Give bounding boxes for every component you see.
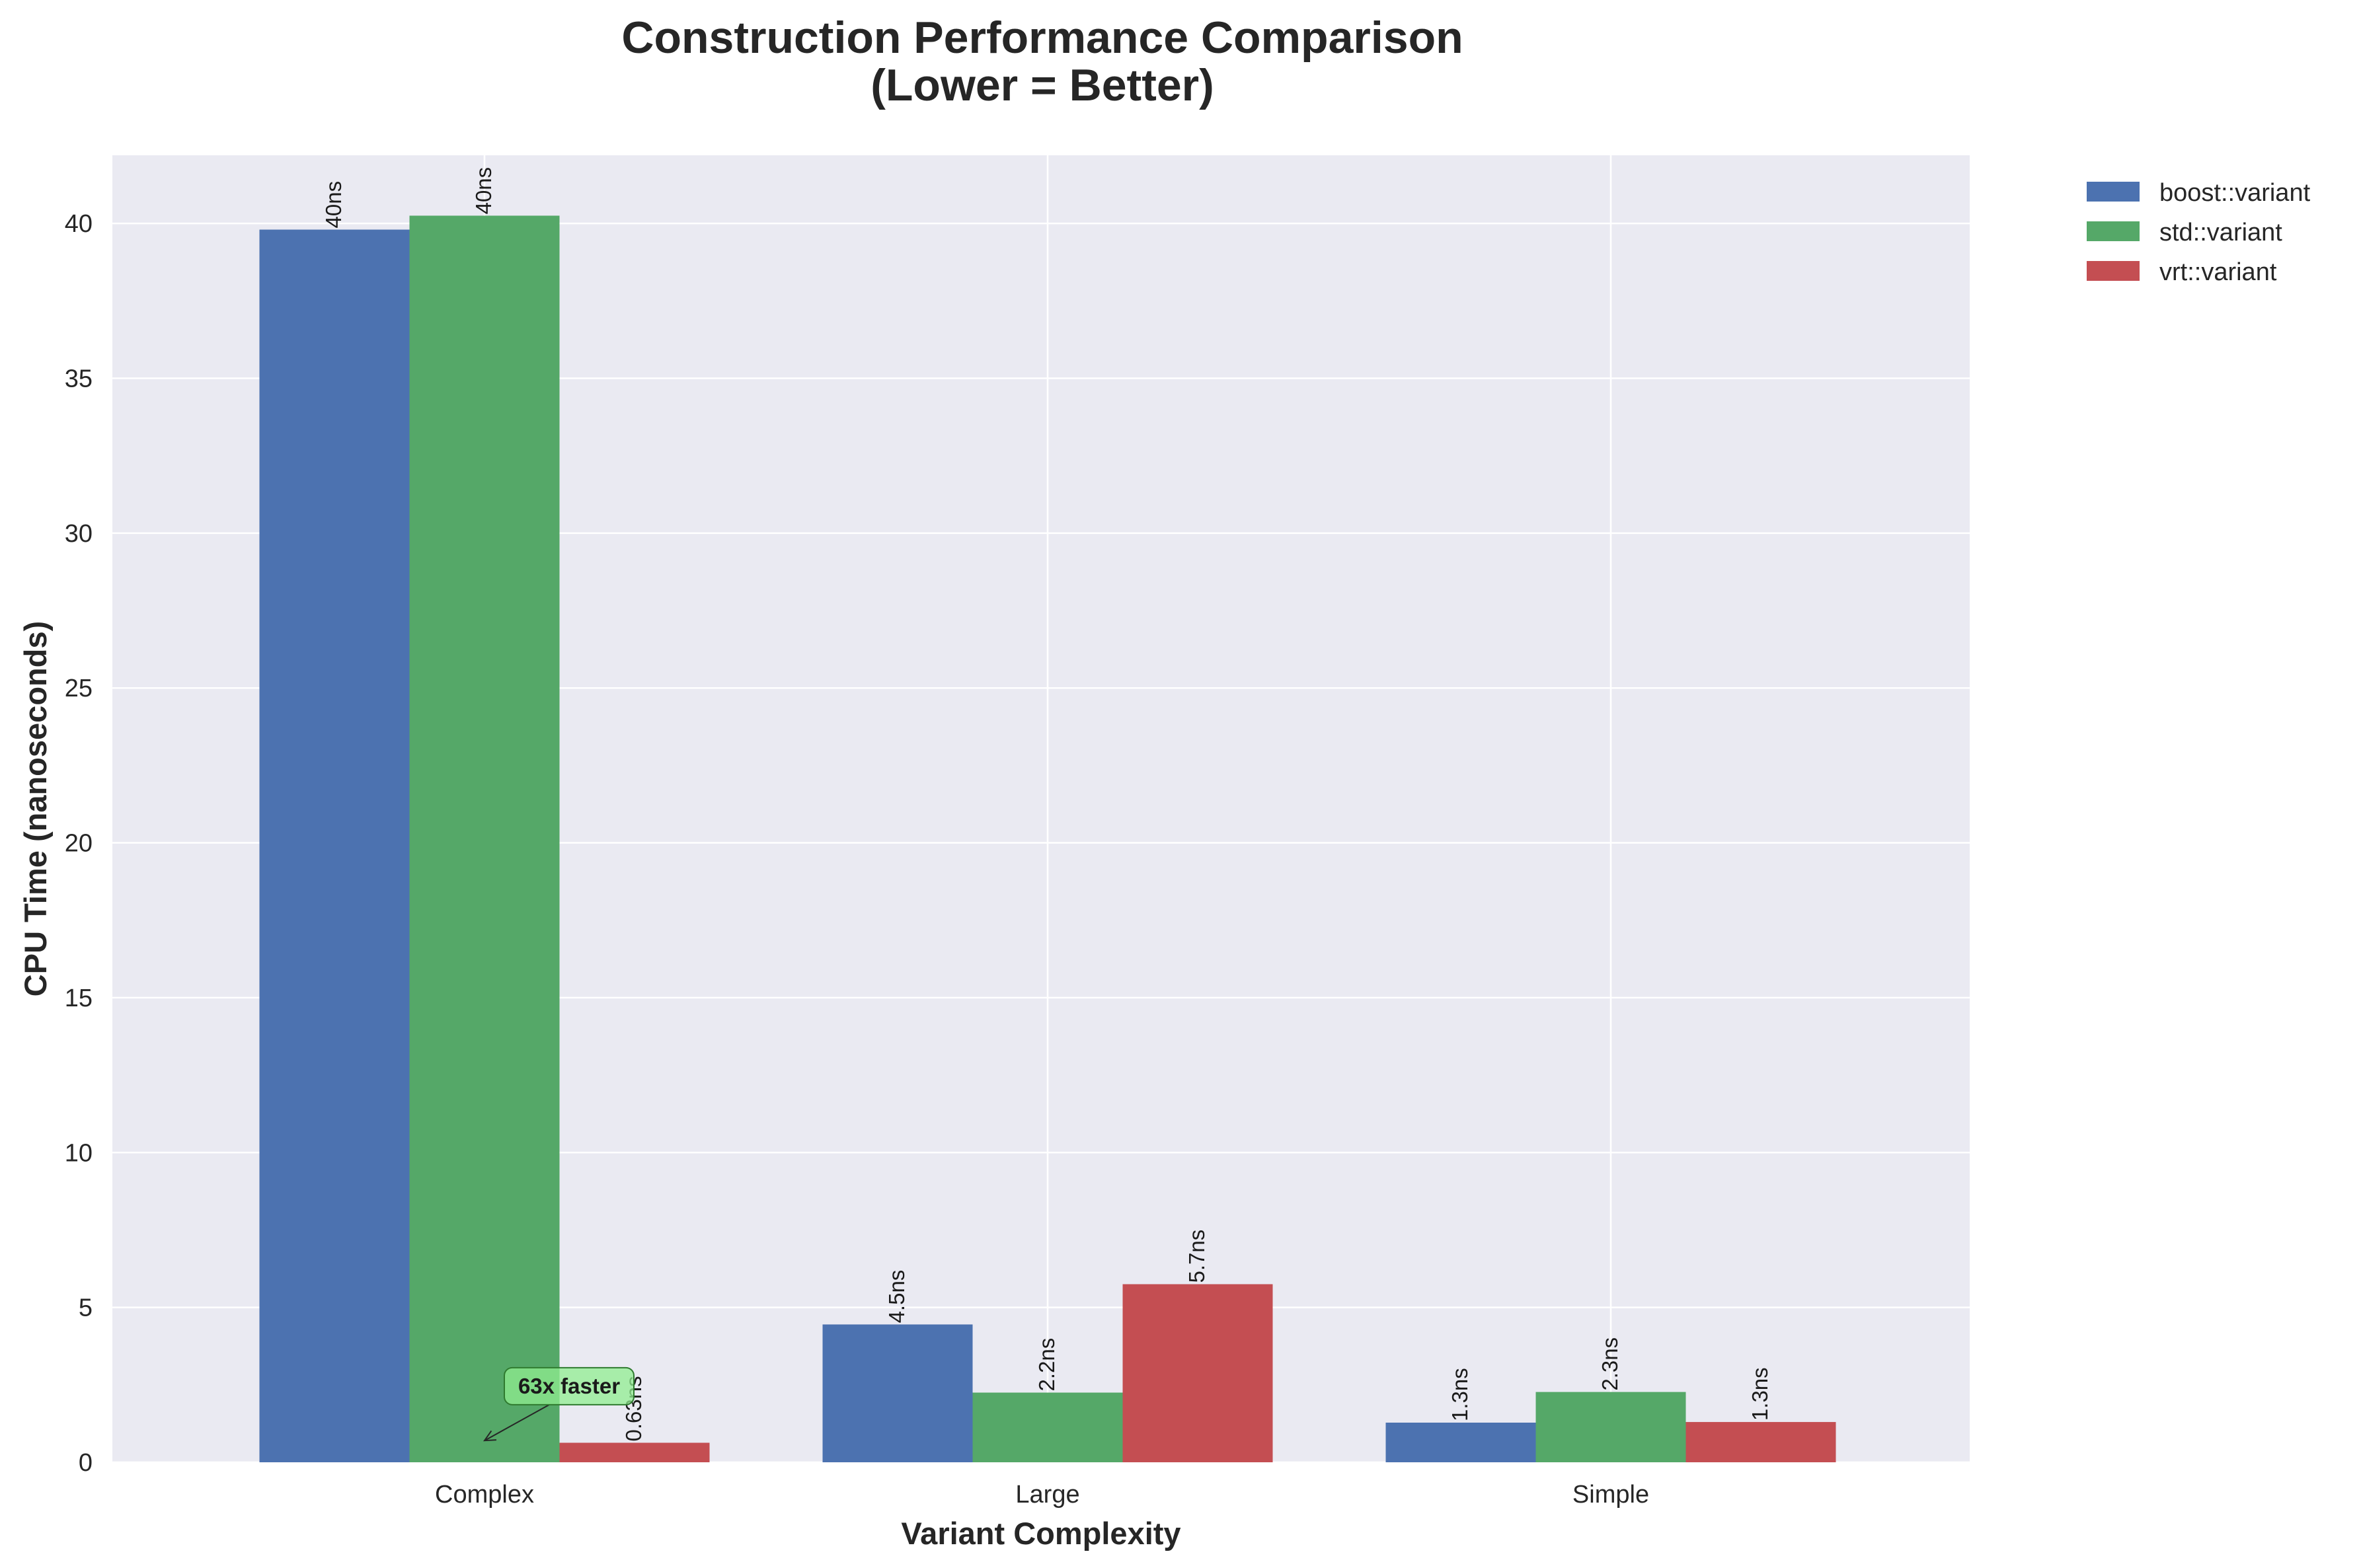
y-axis-ticks: 0 5 10 15 20 25 30 35 40 bbox=[65, 210, 93, 1477]
x-tick-label: Large bbox=[1015, 1481, 1079, 1509]
legend-label: boost::variant bbox=[2159, 179, 2311, 207]
bar bbox=[1122, 1284, 1273, 1462]
bar bbox=[1685, 1422, 1836, 1462]
y-tick-label: 40 bbox=[65, 210, 93, 238]
y-tick-label: 5 bbox=[79, 1294, 93, 1322]
y-tick-label: 15 bbox=[65, 985, 93, 1012]
legend-swatch bbox=[2087, 182, 2140, 202]
bar bbox=[259, 229, 410, 1462]
legend-label: std::variant bbox=[2159, 219, 2282, 246]
bar bbox=[1535, 1392, 1686, 1462]
annotation-text: 63x faster bbox=[518, 1374, 620, 1398]
chart-subtitle: (Lower = Better) bbox=[871, 60, 1214, 110]
y-tick-label: 30 bbox=[65, 520, 93, 548]
bars bbox=[259, 215, 1836, 1462]
bar bbox=[972, 1392, 1123, 1462]
x-axis-ticks: Complex Large Simple bbox=[435, 1481, 1649, 1509]
bar bbox=[822, 1324, 973, 1462]
y-axis-label: CPU Time (nanoseconds) bbox=[18, 621, 53, 996]
annotations: 63x faster bbox=[483, 1366, 635, 1442]
bar-value-label: 5.7ns bbox=[1184, 1230, 1209, 1283]
bar bbox=[559, 1442, 710, 1462]
bar-value-label: 40ns bbox=[471, 167, 496, 215]
annotation-arrowhead bbox=[483, 1430, 497, 1442]
x-tick-label: Simple bbox=[1572, 1481, 1649, 1509]
bar-value-label: 1.3ns bbox=[1748, 1367, 1772, 1421]
bar-value-label: 4.5ns bbox=[884, 1270, 909, 1324]
bar-value-label: 40ns bbox=[321, 181, 346, 229]
bar bbox=[409, 215, 560, 1462]
legend-label: vrt::variant bbox=[2159, 258, 2277, 286]
bar-value-label: 2.2ns bbox=[1034, 1338, 1059, 1392]
legend-swatch bbox=[2087, 261, 2140, 281]
y-tick-label: 35 bbox=[65, 365, 93, 392]
annotation-arrow bbox=[484, 1403, 550, 1442]
y-tick-label: 10 bbox=[65, 1139, 93, 1167]
chart-title: Construction Performance Comparison bbox=[621, 13, 1463, 63]
bar bbox=[1385, 1423, 1536, 1462]
y-tick-label: 25 bbox=[65, 675, 93, 702]
bar-value-label: 1.3ns bbox=[1448, 1368, 1472, 1421]
y-tick-label: 20 bbox=[65, 830, 93, 858]
x-axis-label: Variant Complexity bbox=[901, 1516, 1180, 1551]
x-tick-label: Complex bbox=[435, 1481, 534, 1509]
annotation-box bbox=[504, 1366, 635, 1405]
bar-value-label: 2.3ns bbox=[1598, 1337, 1622, 1391]
y-tick-label: 0 bbox=[79, 1449, 93, 1477]
legend-swatch bbox=[2087, 221, 2140, 241]
